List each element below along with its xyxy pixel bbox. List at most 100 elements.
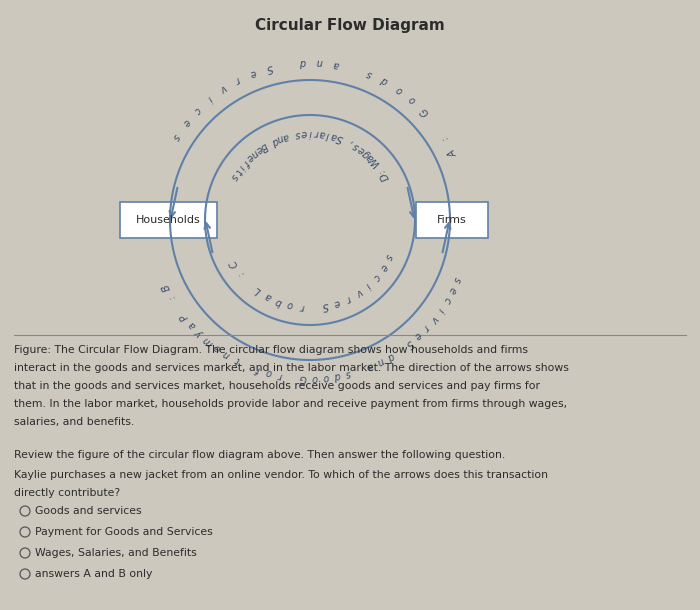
Text: v: v xyxy=(354,287,363,298)
Text: a: a xyxy=(365,361,375,372)
Text: a: a xyxy=(318,129,326,139)
Text: m: m xyxy=(202,334,215,348)
Text: answers A and B only: answers A and B only xyxy=(35,569,153,579)
Text: W: W xyxy=(368,155,382,169)
Text: G: G xyxy=(299,373,307,383)
Text: n: n xyxy=(248,148,260,159)
Text: e: e xyxy=(377,262,389,273)
Text: r: r xyxy=(277,370,283,381)
Text: d: d xyxy=(300,57,306,67)
Text: G: G xyxy=(419,105,431,118)
Text: Circular Flow Diagram: Circular Flow Diagram xyxy=(255,18,445,33)
Text: d: d xyxy=(270,135,279,146)
Text: a: a xyxy=(282,131,290,142)
Text: S: S xyxy=(335,132,344,144)
Text: S: S xyxy=(265,62,274,73)
FancyBboxPatch shape xyxy=(416,202,488,238)
Text: r: r xyxy=(314,128,318,138)
Text: S: S xyxy=(404,337,415,349)
Text: C: C xyxy=(229,258,241,269)
Text: e: e xyxy=(212,342,223,354)
Text: ,: , xyxy=(347,138,355,148)
Text: s: s xyxy=(451,275,462,284)
Text: A: A xyxy=(447,148,459,159)
Text: o: o xyxy=(286,299,294,310)
Text: n: n xyxy=(316,57,323,68)
Text: Wages, Salaries, and Benefits: Wages, Salaries, and Benefits xyxy=(35,548,197,558)
Text: B: B xyxy=(258,140,270,152)
Text: d: d xyxy=(333,370,341,381)
Text: r: r xyxy=(344,293,352,304)
Text: a: a xyxy=(186,320,197,331)
Text: :: : xyxy=(167,293,177,301)
Text: b: b xyxy=(274,295,284,307)
Text: them. In the labor market, households provide labor and receive payment from fir: them. In the labor market, households pr… xyxy=(14,399,567,409)
Text: e: e xyxy=(300,128,307,138)
Text: c: c xyxy=(192,104,202,115)
Text: o: o xyxy=(311,373,317,383)
Text: y: y xyxy=(195,328,205,339)
Text: a: a xyxy=(263,290,273,302)
Text: i: i xyxy=(237,162,246,171)
Text: e: e xyxy=(356,144,367,156)
Text: e: e xyxy=(244,152,256,163)
Text: a: a xyxy=(330,131,338,142)
Text: l: l xyxy=(326,130,330,140)
Text: Goods and services: Goods and services xyxy=(35,506,141,516)
Text: :: : xyxy=(440,134,450,142)
Text: o: o xyxy=(393,84,404,95)
Text: r: r xyxy=(421,323,431,332)
Text: e: e xyxy=(412,330,423,341)
Text: d: d xyxy=(379,75,389,87)
Text: that in the goods and services market, households receive goods and services and: that in the goods and services market, h… xyxy=(14,381,540,391)
Text: salaries, and benefits.: salaries, and benefits. xyxy=(14,417,134,427)
Text: Households: Households xyxy=(136,215,200,225)
Text: f: f xyxy=(241,157,250,167)
Text: Payment for Goods and Services: Payment for Goods and Services xyxy=(35,527,213,537)
Text: interact in the goods and services market, and in the labor market. The directio: interact in the goods and services marke… xyxy=(14,363,569,373)
Text: e: e xyxy=(332,297,342,309)
Text: :: : xyxy=(377,167,387,176)
Text: v: v xyxy=(428,314,439,324)
Text: g: g xyxy=(360,148,372,159)
Text: Kaylie purchases a new jacket from an online vendor. To which of the arrows does: Kaylie purchases a new jacket from an on… xyxy=(14,470,548,480)
Text: :: : xyxy=(237,269,246,278)
Text: s: s xyxy=(351,141,361,152)
Text: e: e xyxy=(446,285,458,295)
Text: i: i xyxy=(205,93,214,103)
Text: s: s xyxy=(295,129,301,139)
Text: o: o xyxy=(407,94,418,106)
Text: e: e xyxy=(180,117,192,128)
Text: i: i xyxy=(363,281,372,290)
Text: B: B xyxy=(161,282,173,292)
Text: s: s xyxy=(229,172,240,181)
Text: Firms: Firms xyxy=(437,215,467,225)
Text: a: a xyxy=(332,59,340,70)
Text: s: s xyxy=(383,253,395,261)
Text: d: d xyxy=(385,350,396,362)
Text: i: i xyxy=(435,306,445,314)
Text: i: i xyxy=(309,128,312,138)
Text: s: s xyxy=(344,368,352,379)
Text: a: a xyxy=(365,152,376,163)
Text: Review the figure of the circular flow diagram above. Then answer the following : Review the figure of the circular flow d… xyxy=(14,450,505,460)
Text: e: e xyxy=(248,67,258,78)
Text: n: n xyxy=(375,356,385,367)
Text: t: t xyxy=(232,167,243,176)
Text: n: n xyxy=(276,132,285,144)
Text: s: s xyxy=(365,68,373,79)
Text: r: r xyxy=(234,74,241,85)
Text: P: P xyxy=(178,310,190,321)
Text: r: r xyxy=(300,301,304,312)
Text: S: S xyxy=(321,300,330,311)
Text: c: c xyxy=(441,295,452,304)
Text: t: t xyxy=(233,354,241,365)
Text: c: c xyxy=(370,271,382,282)
Text: directly contribute?: directly contribute? xyxy=(14,488,120,498)
Text: e: e xyxy=(253,144,264,156)
Text: v: v xyxy=(218,82,228,94)
FancyBboxPatch shape xyxy=(120,202,216,238)
Text: L: L xyxy=(253,284,263,295)
Text: o: o xyxy=(265,367,273,378)
Text: Figure: The Circular Flow Diagram. The circular flow diagram shows how household: Figure: The Circular Flow Diagram. The c… xyxy=(14,345,528,355)
